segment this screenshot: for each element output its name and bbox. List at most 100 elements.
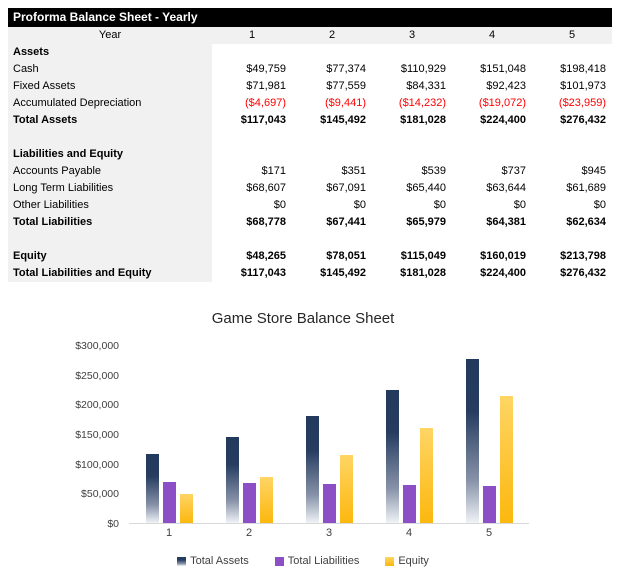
row-label: Other Liabilities: [8, 197, 212, 214]
cell-value: ($19,072): [478, 97, 526, 109]
row-label: Accumulated Depreciation: [8, 95, 212, 112]
row-label: Equity: [8, 248, 212, 265]
column-header-year-2: 2: [292, 27, 372, 44]
cell-value: $61,689: [566, 182, 606, 194]
cell-value: $145,492: [320, 267, 366, 279]
cell-value: $181,028: [400, 114, 446, 126]
cell-value: $78,051: [326, 250, 366, 262]
row-label: Liabilities and Equity: [8, 146, 212, 163]
cell-value: $67,441: [326, 216, 366, 228]
cell-value: $63,644: [486, 182, 526, 194]
cell-value: ($14,232): [398, 97, 446, 109]
table-row: Accounts Payable $171 $351 $539 $737 $945: [8, 163, 612, 180]
cell-value: [452, 146, 532, 163]
y-axis-tick-label: $200,000: [75, 399, 119, 412]
cell-value: $276,432: [560, 114, 606, 126]
cell-value: ($23,959): [558, 97, 606, 109]
cell-value: $181,028: [400, 267, 446, 279]
cell-value: $77,374: [326, 63, 366, 75]
legend-label: Total Assets: [190, 555, 249, 567]
table-header-row: Year 1 2 3 4 5: [8, 27, 612, 44]
bar-group-5: [449, 345, 529, 523]
cell-value: [532, 146, 612, 163]
bar-equity: [179, 494, 193, 523]
x-axis-tick-label: 5: [485, 527, 493, 539]
row-label: Total Assets: [8, 112, 212, 129]
cell-value: $65,440: [406, 182, 446, 194]
cell-value: $171: [261, 165, 286, 177]
table-row: Assets: [8, 44, 612, 61]
legend-swatch-icon: [385, 556, 395, 566]
bar-total-assets: [385, 389, 399, 523]
cell-value: $68,607: [246, 182, 286, 194]
cell-value: [212, 129, 292, 146]
row-label: Long Term Liabilities: [8, 180, 212, 197]
table-row: Long Term Liabilities $68,607 $67,091 $65,4…: [8, 180, 612, 197]
bar-total-liabilities: [242, 483, 256, 523]
cell-value: $0: [513, 199, 526, 211]
bar-equity: [419, 428, 433, 523]
x-axis-tick-label: 4: [405, 527, 413, 539]
y-axis-tick-label: $300,000: [75, 340, 119, 352]
balance-sheet-chart: Game Store Balance Sheet $0 $50,000 $100,0…: [38, 308, 568, 567]
cell-value: $92,423: [486, 80, 526, 92]
cell-value: [292, 231, 372, 248]
column-header-year-1: 1: [212, 27, 292, 44]
y-axis-tick-label: $100,000: [75, 458, 119, 471]
year-column-label: Year: [8, 27, 212, 44]
cell-value: [292, 146, 372, 163]
column-header-year-3: 3: [372, 27, 452, 44]
y-axis-tick-label: $250,000: [75, 369, 119, 382]
balance-sheet-table: Assets Cash $49,759 $77,374 $110,929 $151,048…: [8, 44, 612, 282]
cell-value: [532, 231, 612, 248]
bar-total-liabilities: [162, 482, 176, 523]
row-label: Accounts Payable: [8, 163, 212, 180]
cell-value: $145,492: [320, 114, 366, 126]
table-spacer-row: [8, 129, 612, 146]
bar-total-liabilities: [482, 485, 496, 523]
legend-item-total-liabilities: Total Liabilities: [274, 555, 360, 567]
table-spacer-row: [8, 231, 612, 248]
bar-group-3: [289, 345, 369, 523]
report-title-bar: Proforma Balance Sheet - Yearly: [8, 8, 612, 27]
cell-value: $151,048: [480, 63, 526, 75]
table-row: Liabilities and Equity: [8, 146, 612, 163]
cell-value: $67,091: [326, 182, 366, 194]
cell-value: [532, 129, 612, 146]
cell-value: [372, 44, 452, 61]
cell-value: $945: [581, 165, 606, 177]
bar-group-1: [129, 345, 209, 523]
row-label: Cash: [8, 61, 212, 78]
cell-value: $117,043: [240, 114, 286, 126]
column-header-year-5: 5: [532, 27, 612, 44]
chart-bars: [129, 345, 529, 523]
balance-sheet-report: Proforma Balance Sheet - Yearly Year 1 2…: [8, 8, 612, 567]
cell-value: $0: [353, 199, 366, 211]
row-label: Assets: [8, 44, 212, 61]
bar-group-4: [369, 345, 449, 523]
bar-total-assets: [465, 358, 479, 523]
chart-x-axis: 1 2 3 4 5: [129, 524, 529, 539]
y-axis-tick-label: $0: [107, 518, 119, 530]
cell-value: $115,049: [400, 250, 446, 262]
legend-label: Total Liabilities: [287, 555, 360, 567]
x-axis-tick-label: 1: [165, 527, 173, 539]
cell-value: $160,019: [480, 250, 526, 262]
chart-legend: Total Assets Total Liabilities Equity: [38, 555, 568, 567]
row-label: Fixed Assets: [8, 78, 212, 95]
cell-value: [452, 231, 532, 248]
cell-value: ($4,697): [245, 97, 286, 109]
cell-value: $737: [501, 165, 526, 177]
cell-value: $117,043: [240, 267, 286, 279]
legend-swatch-icon: [274, 556, 284, 566]
cell-value: ($9,441): [325, 97, 366, 109]
cell-value: [372, 129, 452, 146]
cell-value: $65,979: [406, 216, 446, 228]
row-label: Total Liabilities and Equity: [8, 265, 212, 282]
column-header-year-4: 4: [452, 27, 532, 44]
cell-value: $539: [421, 165, 446, 177]
cell-value: $101,973: [560, 80, 606, 92]
legend-swatch-icon: [177, 556, 187, 566]
cell-value: $64,381: [486, 216, 526, 228]
cell-value: $276,432: [560, 267, 606, 279]
